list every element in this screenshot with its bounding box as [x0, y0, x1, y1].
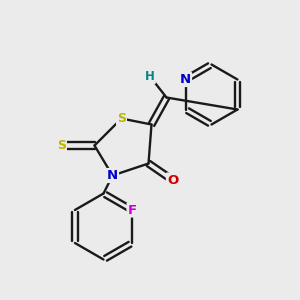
Text: F: F [128, 203, 136, 217]
Text: N: N [107, 169, 118, 182]
Text: H: H [145, 70, 155, 83]
Text: S: S [117, 112, 126, 125]
Text: O: O [167, 173, 178, 187]
Text: S: S [57, 139, 66, 152]
Text: N: N [180, 73, 191, 86]
